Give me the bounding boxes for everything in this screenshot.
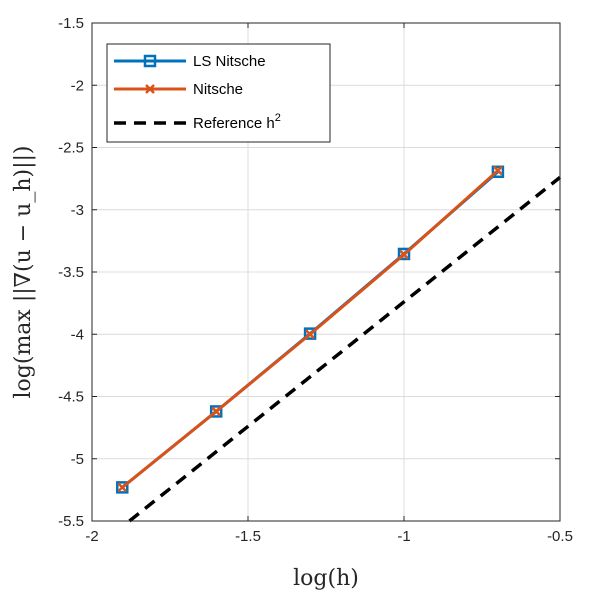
x-tick-label: -1.5 xyxy=(235,528,261,545)
series-0-point xyxy=(209,405,223,418)
series-0-point xyxy=(116,481,129,494)
y-tick-label: -3.5 xyxy=(58,264,84,281)
series-1-point xyxy=(399,249,409,260)
y-tick-label: -3 xyxy=(71,202,84,219)
y-tick-label: -5.5 xyxy=(58,513,84,530)
y-tick-label: -1.5 xyxy=(58,15,84,32)
legend-label-0: LS Nitsche xyxy=(193,53,266,70)
legend: LS Nitsche Nitsche Reference h2 xyxy=(106,43,331,143)
series-line-2 xyxy=(128,176,562,523)
plot-frame xyxy=(91,22,561,522)
series-1-point xyxy=(117,482,128,493)
series-0-point xyxy=(491,165,505,179)
series-1-point xyxy=(493,165,503,176)
legend-marker-1 xyxy=(145,84,155,94)
legend-marker-0 xyxy=(143,54,157,68)
x-tick-labels: -2 -1.5 -1 -0.5 xyxy=(85,528,573,545)
x-tick-label: -0.5 xyxy=(547,528,573,545)
y-tick-label: -2 xyxy=(71,77,84,94)
legend-label-superscript: 2 xyxy=(275,112,281,124)
y-tick-labels: -1.5 -2 -2.5 -3 -3.5 -4 -4.5 -5 -5.5 xyxy=(58,15,84,530)
series-0-point xyxy=(397,247,411,261)
series-layer xyxy=(116,165,562,523)
x-tick-label: -1 xyxy=(397,528,410,545)
x-axis-label: log(h) xyxy=(293,566,359,591)
y-tick-label: -5 xyxy=(71,451,84,468)
legend-label-text: Nitsche xyxy=(193,81,243,98)
legend-label-2: Reference h2 xyxy=(193,112,281,132)
series-1-point xyxy=(211,406,222,417)
series-0-point xyxy=(303,327,317,340)
legend-label-text: Reference h xyxy=(193,115,275,132)
y-tick-label: -4.5 xyxy=(58,389,84,406)
y-tick-label: -4 xyxy=(71,326,84,343)
y-tick-label: -2.5 xyxy=(58,140,84,157)
x-tick-label: -2 xyxy=(85,528,98,545)
series-1-point xyxy=(305,329,315,340)
y-axis-label: log(max ||∇(u − u_h)||) xyxy=(11,145,36,398)
legend-label-text: LS Nitsche xyxy=(193,53,266,70)
legend-label-1: Nitsche xyxy=(193,81,243,98)
